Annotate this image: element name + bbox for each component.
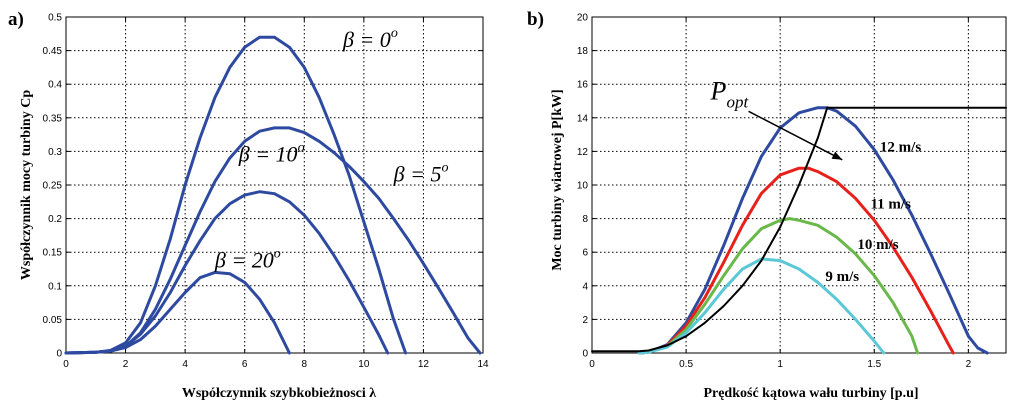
chart-a-xtick-label: 0	[63, 359, 69, 370]
chart-a-xtick-label: 12	[418, 359, 430, 370]
panel-b-label: b)	[527, 9, 544, 30]
chart-b-ytick-label: 2	[582, 315, 588, 326]
chart-b-ylabel: Moc turbiny wiatrowej P[kW]	[550, 89, 565, 270]
chart-b-ytick-label: 8	[582, 214, 588, 225]
chart-a-series-2	[64, 190, 390, 355]
chart-a-ytick-label: 0.05	[43, 315, 63, 326]
chart-b-speed-label: 9 m/s	[825, 269, 859, 285]
chart-b-series-0	[637, 106, 989, 355]
chart-b-ytick-label: 4	[582, 281, 588, 292]
chart-b-ytick-label: 6	[582, 248, 588, 259]
chart-b-popt-arrowhead	[831, 151, 843, 160]
chart-a-ytick-label: 0.3	[48, 147, 62, 158]
chart-a-beta-label: β = 0o	[342, 26, 398, 52]
chart-b-ytick-label: 10	[577, 181, 589, 192]
chart-b-popt-label: Popt	[710, 76, 750, 111]
chart-a-xtick-label: 4	[182, 359, 188, 370]
chart-b-ytick-label: 20	[577, 13, 589, 24]
chart-b-speed-label: 10 m/s	[857, 237, 898, 253]
chart-b-xlabel: Prędkość kątowa wału turbiny [p.u]	[703, 386, 918, 401]
chart-a-ytick-label: 0.2	[48, 214, 62, 225]
chart-b-xtick-label: 2	[966, 359, 972, 370]
chart-b-popt-arrow	[748, 110, 843, 161]
chart-b-ytick-label: 12	[577, 147, 589, 158]
chart-b-series-1	[637, 166, 955, 355]
chart-b-ytick-label: 14	[577, 113, 589, 124]
chart-a-ytick-label: 0.35	[43, 113, 63, 124]
chart-a-ytick-label: 0.15	[43, 248, 63, 259]
chart-b-speed-label: 11 m/s	[871, 197, 912, 213]
chart-b-series-4	[591, 106, 1007, 353]
chart-a-ylabel: Współczynnik mocy turbiny Cp	[19, 90, 34, 280]
chart-a-xlabel: Współczynnik szybkobieżnosci λ	[182, 386, 376, 401]
chart-b-speed-label: 12 m/s	[880, 139, 921, 155]
chart-a-ytick-label: 0.1	[48, 281, 62, 292]
chart-a-ytick-label: 0.4	[48, 80, 62, 91]
chart-b-xtick-label: 1.5	[867, 359, 881, 370]
chart-a: 0 2 4 6 8 10 12 14 0 0.05 0.1 0.15 0.2 0.25 0.3 0.35 0.4…	[43, 13, 489, 371]
panel-a-label: a)	[8, 9, 24, 30]
chart-b-series-2	[637, 217, 920, 355]
chart-a-ytick-label: 0.45	[43, 46, 63, 57]
chart-b-ytick-label: 0	[582, 349, 588, 360]
chart-a-xtick-label: 14	[477, 359, 489, 370]
chart-a-ytick-label: 0.5	[48, 13, 62, 24]
chart-a-beta-label: β = 20o	[214, 247, 281, 273]
chart-a-xtick-label: 6	[242, 359, 248, 370]
chart-a-xtick-label: 2	[123, 359, 129, 370]
chart-a-xtick-label: 8	[302, 359, 308, 370]
chart-a-series-1	[64, 126, 482, 355]
chart-a-beta-label: β = 10o	[238, 140, 305, 166]
chart-a-ytick-label: 0	[56, 349, 62, 360]
chart-a-xtick-label: 10	[358, 359, 370, 370]
chart-b-xtick-label: 0.5	[679, 359, 693, 370]
chart-a-series-3	[64, 270, 291, 355]
chart-b-ytick-label: 18	[577, 46, 589, 57]
chart-b-xtick-label: 0	[589, 359, 595, 370]
chart-b-xtick-label: 1	[777, 359, 783, 370]
chart-a-series-0	[64, 35, 408, 355]
chart-a-beta-label: β = 5o	[393, 161, 449, 187]
chart-b-ytick-label: 16	[577, 80, 589, 91]
chart-a-ytick-label: 0.25	[43, 181, 63, 192]
